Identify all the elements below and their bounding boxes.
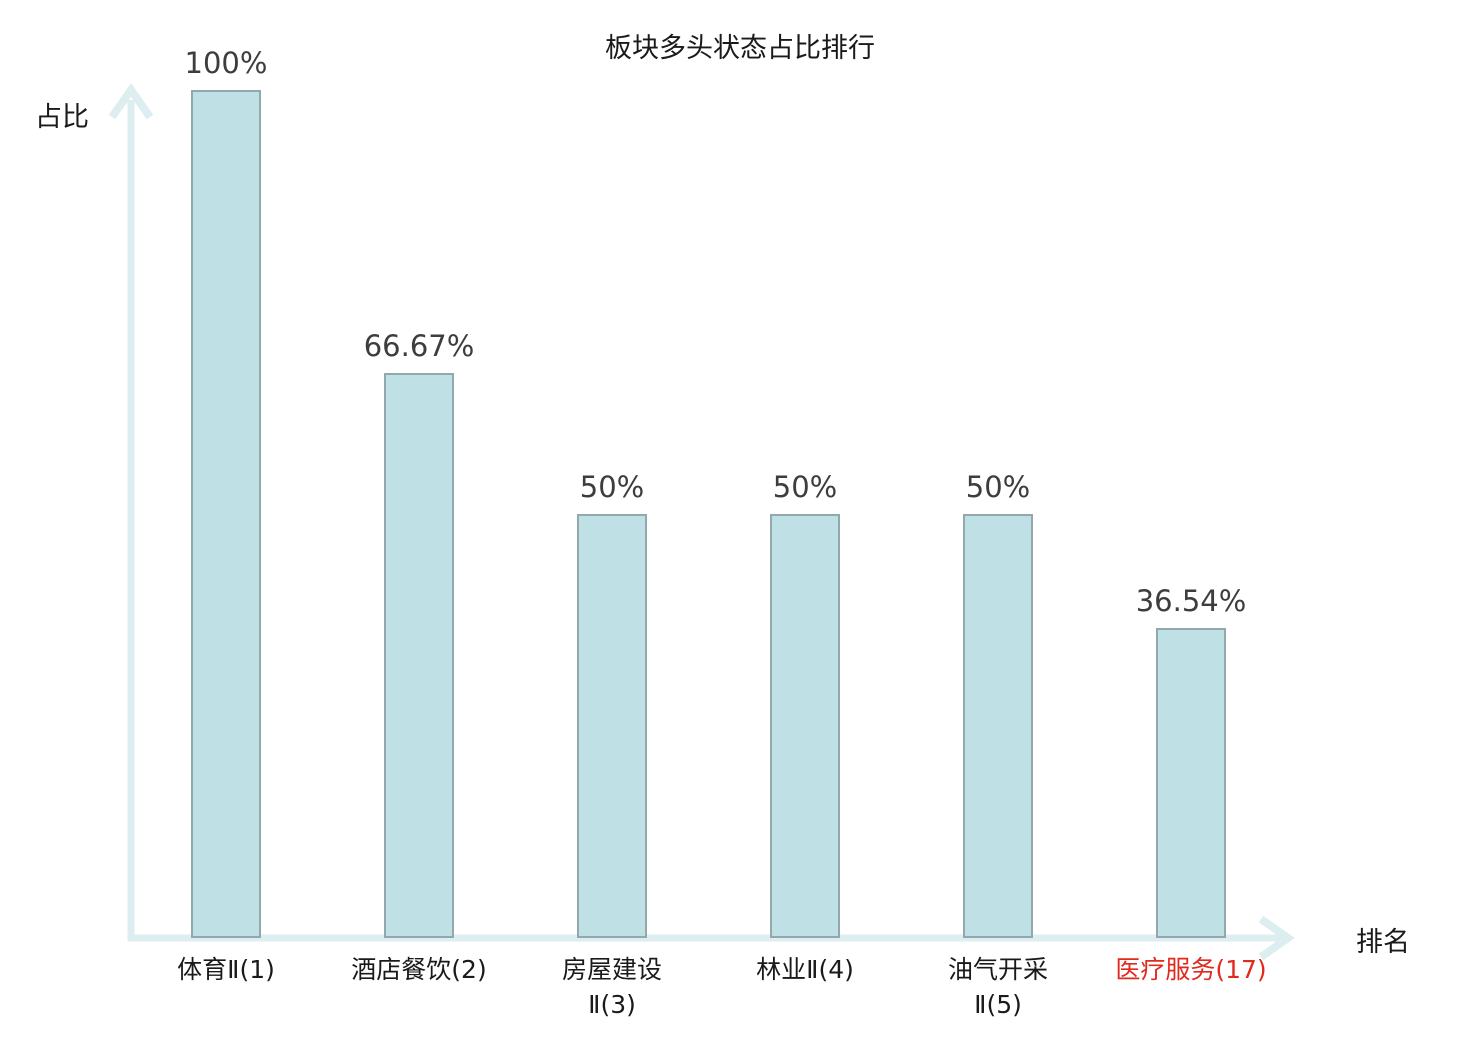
bar (1156, 628, 1226, 938)
bar (963, 514, 1033, 938)
bar-value-label: 50% (579, 470, 645, 504)
bar (384, 373, 454, 938)
bar-value-label: 66.67% (363, 329, 475, 363)
bar-category-label: 体育Ⅱ(1) (177, 955, 275, 984)
chart-title: 板块多头状态占比排行 (605, 33, 875, 64)
bar (191, 90, 261, 938)
y-axis-arrow-icon (108, 83, 154, 120)
bar (577, 514, 647, 938)
bar-category-label: 医疗服务(17) (1115, 955, 1267, 984)
bar (770, 514, 840, 938)
y-axis-label: 占比 (35, 102, 89, 133)
x-axis-arrow-icon (1258, 915, 1295, 961)
bar-value-label: 50% (965, 470, 1031, 504)
bar-category-label: 林业Ⅱ(4) (756, 955, 854, 984)
bar-category-label: 油气开采 Ⅱ(5) (947, 955, 1048, 1019)
bar-value-label: 36.54% (1135, 584, 1247, 618)
bar-value-label: 100% (184, 46, 268, 80)
x-axis-label: 排名 (1356, 927, 1410, 958)
bar-category-label: 房屋建设 Ⅱ(3) (561, 955, 662, 1019)
bar-category-label: 酒店餐饮(2) (351, 955, 487, 984)
bar-value-label: 50% (772, 470, 838, 504)
